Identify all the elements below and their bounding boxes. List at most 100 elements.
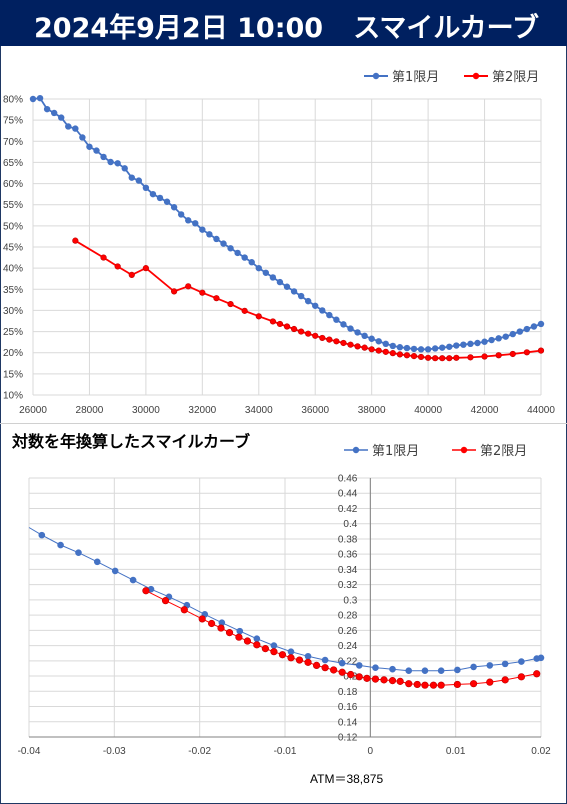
data-point-s1 [236, 627, 244, 635]
data-point-s2 [276, 320, 284, 328]
data-point-s1 [481, 338, 488, 345]
data-point-s1 [333, 316, 340, 323]
data-point-s2 [225, 629, 234, 637]
data-point-s2 [361, 344, 368, 351]
y-tick-label: 0.4 [343, 519, 357, 530]
data-point-s1 [518, 658, 525, 665]
data-point-s1 [107, 158, 114, 166]
data-point-s1 [375, 338, 382, 345]
y-tick-label: 80% [3, 95, 23, 106]
data-point-s1 [50, 109, 58, 117]
data-point-s2 [396, 677, 404, 685]
x-tick-label: -0.01 [274, 746, 297, 757]
data-point-s1 [135, 177, 143, 184]
data-point-s1 [270, 642, 278, 649]
data-point-s1 [241, 254, 248, 261]
x-tick-label: 34000 [245, 405, 273, 416]
data-point-s1 [488, 336, 495, 344]
y-tick-label: 60% [3, 179, 23, 190]
data-point-s2 [486, 678, 494, 686]
data-point-s2 [453, 354, 460, 361]
data-point-s1 [304, 652, 312, 660]
data-point-s1 [142, 184, 150, 191]
data-point-s1 [276, 278, 284, 286]
data-point-s1 [121, 165, 128, 172]
y-tick-label: 0.14 [338, 717, 358, 728]
data-point-s1 [220, 240, 227, 247]
y-tick-label: 0.26 [338, 626, 358, 637]
data-point-s1 [403, 344, 411, 352]
smile-curve-chart: 10% 15% 20% 25% 30% 35% 40% 45% 50% 55% 60% 65% 70% 7… [3, 70, 555, 416]
y-tick-label: 0.42 [338, 504, 358, 515]
data-point-s1 [347, 325, 354, 332]
data-point-s1 [396, 344, 404, 351]
legend-label-1: 第1限月 [372, 444, 419, 459]
data-point-s1 [361, 332, 368, 339]
data-point-s1 [163, 198, 171, 205]
data-point-s1 [218, 619, 226, 627]
data-point-s2 [185, 283, 192, 290]
data-point-s1 [437, 667, 445, 675]
data-point-s1 [36, 94, 44, 102]
data-point-s2 [255, 313, 262, 320]
y-tick-label: 35% [3, 285, 23, 296]
data-point-s2 [501, 676, 509, 684]
legend-marker-1 [372, 72, 380, 80]
data-point-s1 [319, 307, 326, 314]
data-point-s2 [304, 658, 312, 666]
x-tick-label: -0.03 [103, 746, 126, 757]
data-point-s2 [298, 328, 305, 335]
y-tick-label: 50% [3, 221, 23, 232]
y-tick-label: 0.44 [338, 489, 358, 500]
data-point-s1 [304, 297, 312, 305]
data-point-s1 [405, 667, 413, 675]
data-point-s2 [446, 355, 453, 362]
legend-marker-2 [472, 72, 480, 80]
data-point-s2 [100, 254, 107, 261]
y-tick-label: 55% [3, 200, 23, 211]
y-tick-label: 45% [3, 243, 23, 254]
legend-label-2: 第2限月 [480, 444, 527, 459]
data-point-s2 [72, 237, 79, 244]
data-point-s2 [421, 681, 429, 689]
data-point-s1 [495, 335, 502, 342]
x-tick-label: 28000 [76, 405, 104, 416]
data-point-s2 [290, 325, 298, 333]
data-point-s1 [75, 549, 82, 556]
data-point-s1 [470, 663, 477, 671]
data-point-s1 [389, 342, 397, 350]
chart-divider [0, 423, 567, 424]
y-tick-label: 70% [3, 137, 23, 148]
data-point-s2 [375, 347, 382, 354]
data-point-s1 [234, 249, 241, 257]
data-point-s2 [347, 341, 354, 348]
data-point-s2 [388, 677, 397, 685]
data-point-s1 [509, 330, 516, 338]
data-point-s1 [149, 190, 157, 198]
data-point-s2 [481, 353, 488, 360]
data-point-s1 [486, 662, 494, 669]
legend-marker-2 [460, 446, 468, 454]
data-point-s2 [321, 664, 329, 672]
y-tick-label: 0.32 [338, 580, 358, 591]
data-point-s1 [93, 147, 100, 154]
data-point-s1 [227, 245, 234, 252]
data-point-s2 [330, 666, 338, 674]
data-point-s2 [429, 681, 438, 689]
data-point-s2 [312, 332, 319, 339]
data-point-s1 [72, 125, 79, 132]
data-point-s2 [403, 352, 411, 359]
data-point-s1 [424, 346, 432, 353]
y-tick-label: 0.36 [338, 550, 358, 561]
data-point-s2 [198, 615, 206, 623]
data-point-s1 [297, 292, 305, 300]
y-tick-label: 40% [3, 264, 23, 275]
y-tick-label: 0.16 [338, 702, 358, 713]
data-point-s1 [453, 342, 460, 349]
data-point-s1 [43, 105, 51, 113]
data-point-s2 [161, 597, 170, 605]
data-point-s2 [509, 350, 516, 358]
data-point-s1 [417, 346, 425, 353]
data-point-s2 [396, 351, 403, 358]
data-point-s2 [355, 673, 363, 681]
